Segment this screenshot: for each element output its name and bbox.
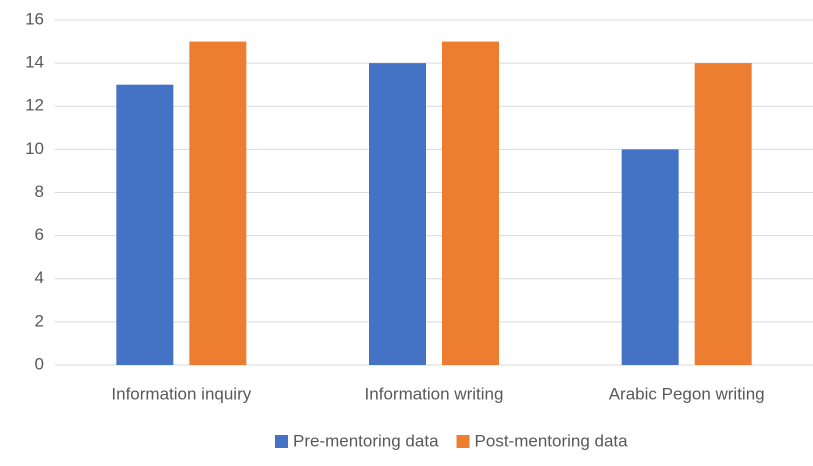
y-tick-label: 0 bbox=[35, 354, 44, 373]
bar bbox=[621, 149, 679, 365]
y-tick-label: 4 bbox=[35, 268, 44, 287]
bar bbox=[694, 63, 752, 365]
x-tick-label: Arabic Pegon writing bbox=[609, 384, 765, 403]
y-tick-label: 6 bbox=[35, 225, 44, 244]
legend-swatch bbox=[275, 435, 288, 448]
legend-label: Post-mentoring data bbox=[475, 431, 629, 450]
y-tick-label: 14 bbox=[25, 53, 44, 72]
legend-swatch bbox=[456, 435, 470, 448]
bar bbox=[442, 41, 499, 365]
legend-label: Pre-mentoring data bbox=[293, 431, 439, 450]
y-tick-label: 12 bbox=[25, 96, 44, 115]
y-tick-label: 16 bbox=[25, 9, 44, 28]
y-tick-label: 10 bbox=[25, 139, 44, 158]
bar bbox=[369, 63, 426, 365]
x-tick-label: Information inquiry bbox=[111, 384, 251, 403]
x-tick-label: Information writing bbox=[365, 384, 504, 403]
y-tick-label: 8 bbox=[35, 182, 44, 201]
bar bbox=[116, 84, 174, 365]
y-tick-label: 2 bbox=[35, 311, 44, 330]
bar bbox=[189, 41, 247, 365]
